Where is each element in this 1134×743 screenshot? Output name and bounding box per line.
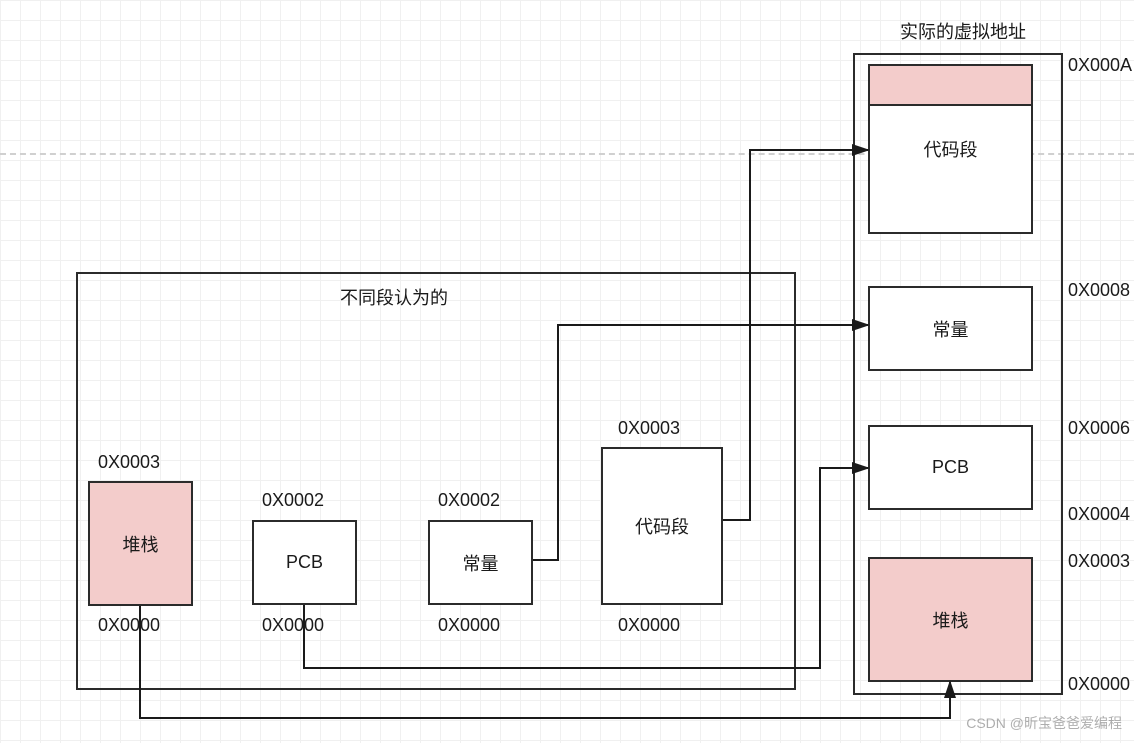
watermark-text: CSDN @昕宝爸爸爱编程 [966, 713, 1122, 733]
right-const-box: 常量 [868, 286, 1033, 371]
addr-0004: 0X0004 [1068, 504, 1130, 525]
right-stack-box: 堆栈 [868, 557, 1033, 682]
code-top-addr: 0X0003 [618, 418, 680, 439]
const-bottom-addr: 0X0000 [438, 615, 500, 636]
right-code-pink-strip [870, 66, 1031, 106]
addr-000a: 0X000A [1068, 55, 1132, 76]
right-group-title: 实际的虚拟地址 [900, 18, 1026, 44]
addr-0003: 0X0003 [1068, 551, 1130, 572]
const-box: 常量 [428, 520, 533, 605]
code-label: 代码段 [635, 513, 689, 539]
stack-bottom-addr: 0X0000 [98, 615, 160, 636]
right-pcb-box: PCB [868, 425, 1033, 510]
stack-label: 堆栈 [123, 531, 159, 557]
pcb-box: PCB [252, 520, 357, 605]
const-top-addr: 0X0002 [438, 490, 500, 511]
code-box: 代码段 [601, 447, 723, 605]
code-bottom-addr: 0X0000 [618, 615, 680, 636]
stack-top-addr: 0X0003 [98, 452, 160, 473]
right-stack-label: 堆栈 [933, 607, 969, 633]
pcb-label: PCB [286, 552, 323, 573]
addr-0008: 0X0008 [1068, 280, 1130, 301]
pcb-bottom-addr: 0X0000 [262, 615, 324, 636]
addr-0000: 0X0000 [1068, 674, 1130, 695]
right-const-label: 常量 [933, 316, 969, 342]
addr-0006: 0X0006 [1068, 418, 1130, 439]
const-label: 常量 [463, 550, 499, 576]
pcb-top-addr: 0X0002 [262, 490, 324, 511]
right-pcb-label: PCB [932, 457, 969, 478]
right-code-box: 代码段 [868, 64, 1033, 234]
stack-box: 堆栈 [88, 481, 193, 606]
right-code-label: 代码段 [924, 136, 978, 162]
